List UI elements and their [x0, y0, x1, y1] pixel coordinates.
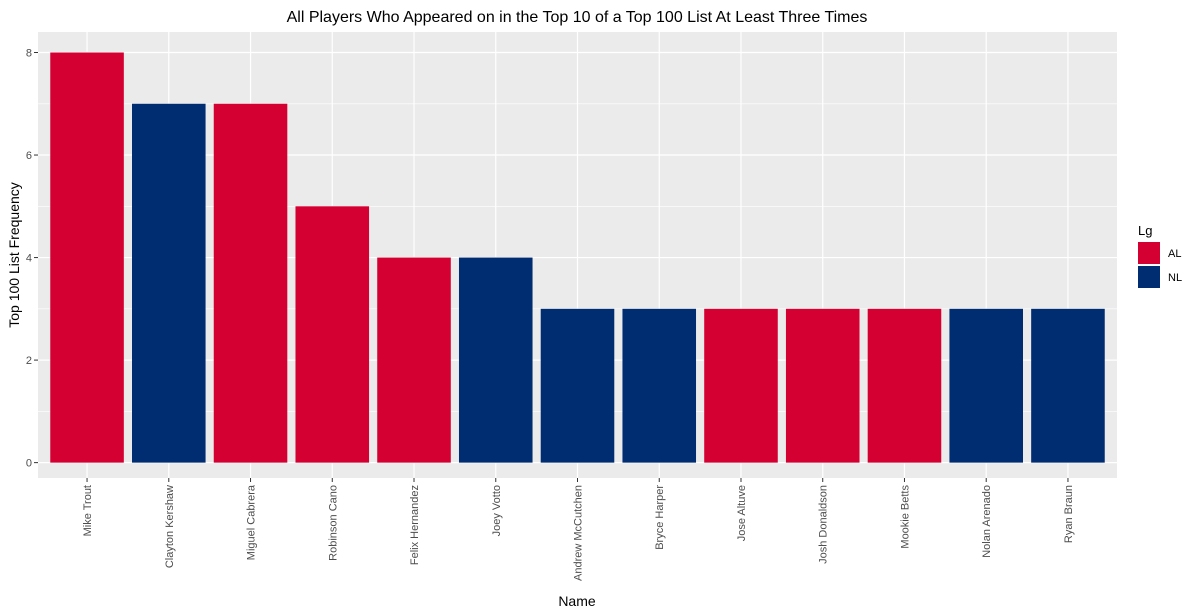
bar — [540, 308, 615, 463]
y-axis: 0 2 4 6 8 — [26, 48, 38, 470]
x-tick-label: Joey Votto — [491, 485, 503, 536]
bar — [377, 257, 451, 463]
x-tick-label: Clayton Kershaw — [164, 485, 176, 568]
bar — [132, 103, 206, 463]
x-tick-label: Jose Altuve — [736, 485, 748, 541]
y-tick-label: 0 — [26, 458, 32, 470]
bars — [50, 52, 1105, 463]
bar — [622, 308, 697, 463]
legend: Lg AL NL — [1138, 223, 1182, 288]
x-tick-label: Mookie Betts — [899, 485, 911, 549]
bar — [458, 257, 533, 463]
y-axis-title: Top 100 List Frequency — [6, 182, 22, 328]
bar — [1031, 308, 1105, 463]
x-axis: Mike Trout Clayton Kershaw Miguel Cabrera R… — [82, 478, 1075, 581]
bar — [295, 206, 370, 463]
legend-label: NL — [1168, 272, 1182, 284]
bar — [704, 308, 778, 463]
bar — [949, 308, 1023, 463]
x-tick-label: Andrew McCutchen — [573, 485, 585, 581]
bar — [867, 308, 942, 463]
x-axis-title: Name — [558, 593, 596, 609]
chart-title: All Players Who Appeared on in the Top 1… — [287, 9, 868, 26]
x-tick-label: Robinson Cano — [327, 485, 339, 561]
y-tick-label: 8 — [26, 48, 32, 60]
bar — [50, 52, 124, 463]
x-tick-label: Miguel Cabrera — [246, 484, 258, 560]
x-tick-label: Josh Donaldson — [818, 485, 830, 564]
legend-label: AL — [1168, 248, 1181, 260]
bar — [213, 103, 288, 463]
legend-title: Lg — [1138, 223, 1152, 238]
y-tick-label: 6 — [26, 150, 32, 162]
legend-swatch — [1138, 242, 1160, 264]
x-tick-label: Nolan Arenado — [981, 485, 993, 558]
y-tick-label: 2 — [26, 355, 32, 367]
bar — [785, 308, 860, 463]
x-tick-label: Felix Hernandez — [409, 485, 421, 565]
x-tick-label: Ryan Braun — [1063, 485, 1075, 543]
x-tick-label: Bryce Harper — [654, 485, 666, 550]
x-tick-label: Mike Trout — [82, 485, 94, 536]
legend-swatch — [1138, 266, 1160, 288]
y-tick-label: 4 — [26, 253, 32, 265]
